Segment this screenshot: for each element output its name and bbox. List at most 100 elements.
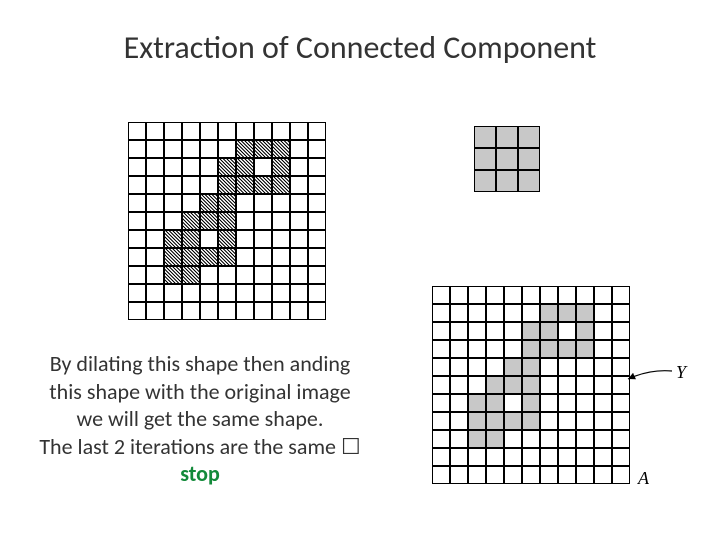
caption-text: By dilating this shape then anding this … xyxy=(30,350,370,488)
grid-cell xyxy=(522,322,540,340)
grid-cell xyxy=(594,304,612,322)
hatched-shape-grid xyxy=(128,122,326,320)
caption-line-4b: ☐ xyxy=(341,433,361,460)
grid-cell xyxy=(594,430,612,448)
grid-cell xyxy=(522,394,540,412)
grid-cell xyxy=(558,304,576,322)
grid-cell xyxy=(146,140,164,158)
grid-cell xyxy=(308,284,326,302)
grid-cell xyxy=(290,194,308,212)
grid-cell xyxy=(272,212,290,230)
grid-cell xyxy=(468,412,486,430)
grid-cell xyxy=(182,158,200,176)
grid-cell xyxy=(128,140,146,158)
grid-cell xyxy=(486,358,504,376)
grid-cell xyxy=(432,358,450,376)
grid-cell xyxy=(432,376,450,394)
grid-cell xyxy=(594,394,612,412)
grid-cell xyxy=(254,248,272,266)
y-arrow xyxy=(620,365,680,390)
grid-cell xyxy=(432,448,450,466)
grid-cell xyxy=(308,302,326,320)
grid-cell xyxy=(450,286,468,304)
grid-cell xyxy=(128,302,146,320)
grid-cell xyxy=(450,466,468,484)
grid-cell xyxy=(164,284,182,302)
grid-cell xyxy=(486,466,504,484)
grid-cell xyxy=(432,322,450,340)
grid-cell xyxy=(182,212,200,230)
grid-cell xyxy=(218,194,236,212)
grid-cell xyxy=(182,230,200,248)
grid-cell xyxy=(164,266,182,284)
grid-cell xyxy=(218,122,236,140)
grid-cell xyxy=(594,412,612,430)
grid-cell xyxy=(450,340,468,358)
grid-cell xyxy=(450,412,468,430)
grid-cell xyxy=(128,122,146,140)
grid-cell xyxy=(218,176,236,194)
grid-cell xyxy=(200,176,218,194)
grid-cell xyxy=(200,266,218,284)
grid-cell xyxy=(182,284,200,302)
grid-cell xyxy=(182,266,200,284)
grid-cell xyxy=(164,140,182,158)
grid-cell xyxy=(236,302,254,320)
grid-cell xyxy=(468,430,486,448)
grid-cell xyxy=(272,284,290,302)
grid-cell xyxy=(474,170,496,192)
grid-cell xyxy=(558,430,576,448)
caption-line-2: this shape with the original image xyxy=(49,378,350,405)
caption-line-3: we will get the same shape. xyxy=(77,405,324,432)
grid-cell xyxy=(450,304,468,322)
grid-cell xyxy=(290,230,308,248)
grid-cell xyxy=(468,340,486,358)
result-grid xyxy=(432,286,630,484)
grid-cell xyxy=(128,248,146,266)
grid-cell xyxy=(540,286,558,304)
grid-cell xyxy=(486,448,504,466)
grid-cell xyxy=(486,322,504,340)
grid-cell xyxy=(486,430,504,448)
grid-cell xyxy=(128,212,146,230)
grid-cell xyxy=(576,358,594,376)
grid-cell xyxy=(182,176,200,194)
grid-cell xyxy=(558,286,576,304)
grid-cell xyxy=(236,248,254,266)
grid-cell xyxy=(308,158,326,176)
grid-cell xyxy=(504,430,522,448)
grid-cell xyxy=(200,230,218,248)
grid-cell xyxy=(486,412,504,430)
grid-cell xyxy=(612,340,630,358)
grid-cell xyxy=(594,322,612,340)
grid-cell xyxy=(254,158,272,176)
grid-cell xyxy=(146,248,164,266)
grid-cell xyxy=(558,394,576,412)
grid-cell xyxy=(128,194,146,212)
grid-cell xyxy=(290,140,308,158)
grid-cell xyxy=(540,322,558,340)
grid-cell xyxy=(576,448,594,466)
grid-cell xyxy=(496,126,518,148)
grid-cell xyxy=(236,284,254,302)
grid-cell xyxy=(504,394,522,412)
grid-cell xyxy=(308,266,326,284)
grid-cell xyxy=(522,286,540,304)
grid-cell xyxy=(594,376,612,394)
grid-cell xyxy=(504,286,522,304)
grid-cell xyxy=(236,266,254,284)
grid-cell xyxy=(576,322,594,340)
grid-cell xyxy=(218,248,236,266)
grid-cell xyxy=(218,230,236,248)
slide-title: Extraction of Connected Component xyxy=(0,28,720,67)
grid-cell xyxy=(164,302,182,320)
grid-cell xyxy=(504,376,522,394)
grid-cell xyxy=(200,302,218,320)
grid-cell xyxy=(612,466,630,484)
grid-cell xyxy=(200,284,218,302)
grid-cell xyxy=(254,230,272,248)
grid-cell xyxy=(308,248,326,266)
grid-cell xyxy=(290,248,308,266)
grid-cell xyxy=(432,394,450,412)
grid-cell xyxy=(522,466,540,484)
